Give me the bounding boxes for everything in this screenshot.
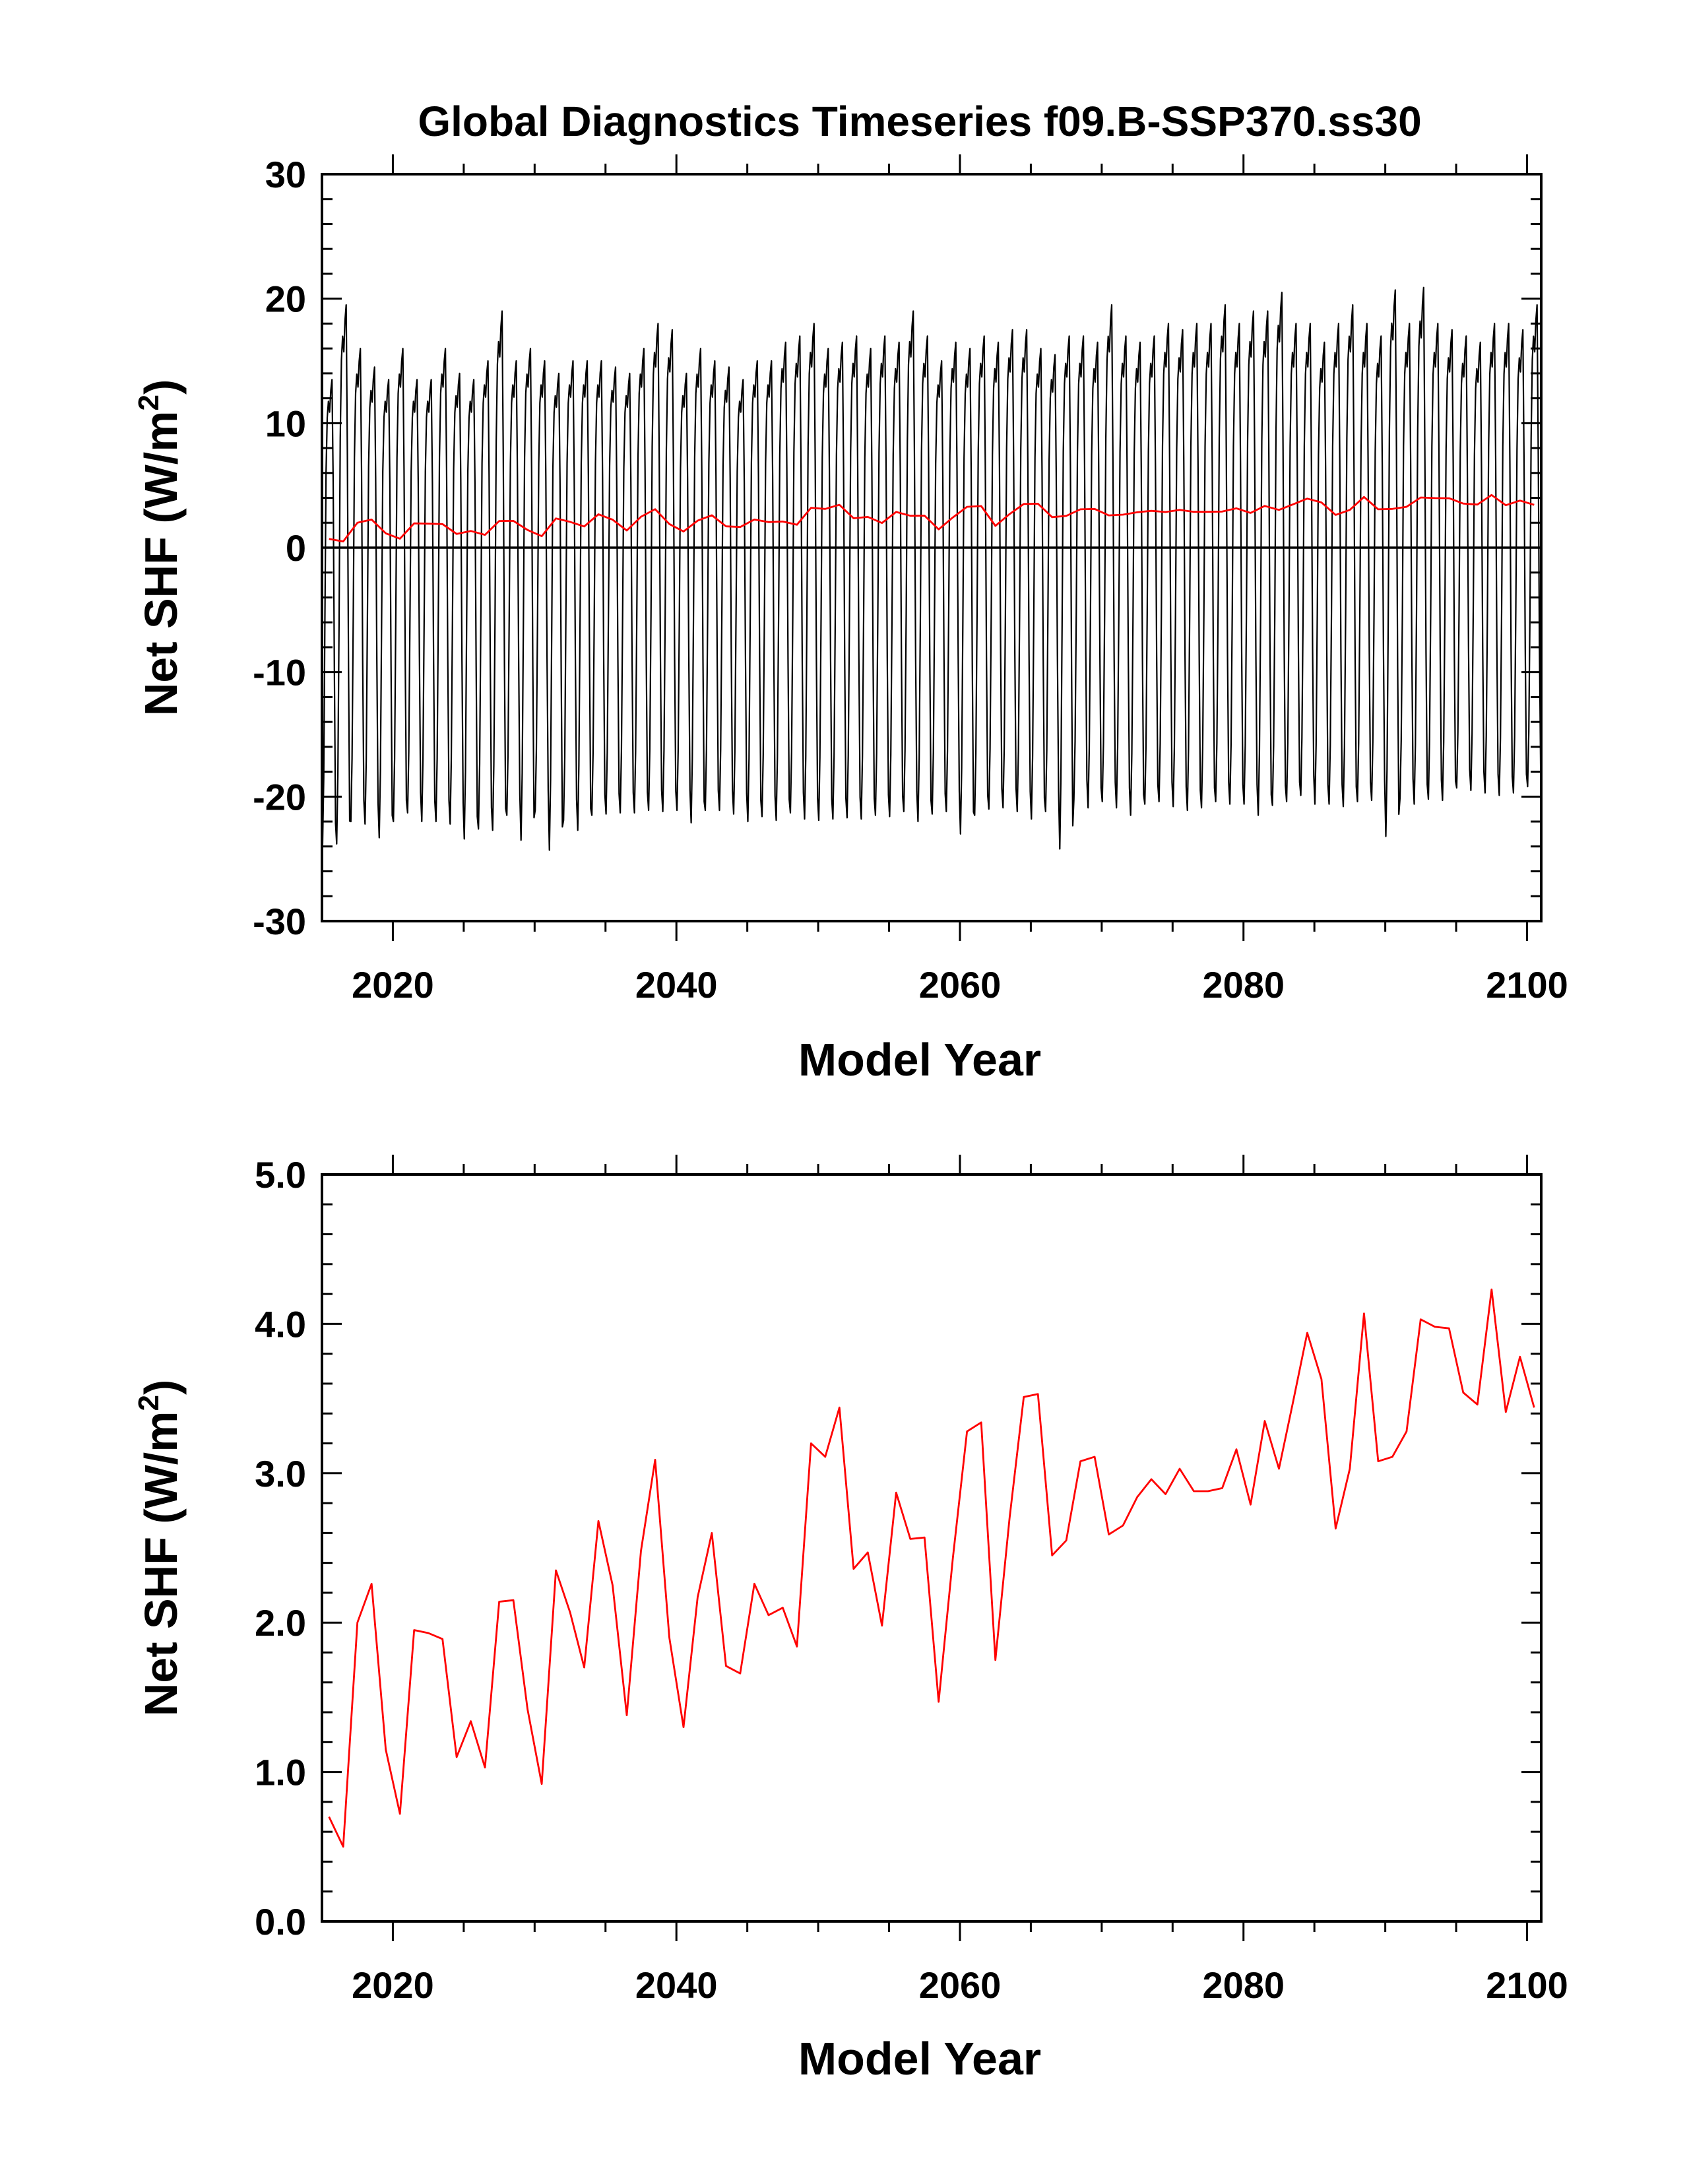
bottom-y-axis-label-close: ): [135, 1380, 187, 1395]
top-panel: -30 -20 -10 0 10 20 30 2020 2040 2060 2080 2100 Mo…: [133, 154, 1568, 1085]
y-tick-label: 0: [286, 527, 306, 569]
top-plot-frame: [321, 173, 1543, 922]
bottom-y-axis-label-main: Net SHF (W/m: [135, 1411, 187, 1717]
bottom-panel-series: [328, 1288, 1535, 1848]
y-tick-label: 0.0: [255, 1901, 306, 1943]
x-tick-label: 2040: [635, 1964, 718, 2006]
bottom-y-axis-label: Net SHF (W/m2): [133, 1380, 187, 1717]
x-tick-label: 2080: [1202, 1964, 1285, 2006]
y-tick-label: -30: [253, 901, 306, 942]
top-y-axis-label-close: ): [135, 379, 187, 395]
bottom-x-tick-labels: 2020 2040 2060 2080 2100: [352, 1964, 1568, 2006]
y-tick-label: 20: [265, 278, 306, 320]
y-tick-label: -10: [253, 652, 306, 693]
bottom-x-axis-label: Model Year: [798, 2033, 1041, 2084]
bottom-plot-frame: [321, 1173, 1543, 1923]
y-tick-label: 4.0: [255, 1303, 306, 1345]
y-tick-label: 30: [265, 154, 306, 195]
x-tick-label: 2020: [352, 1964, 434, 2006]
y-tick-label: -20: [253, 776, 306, 818]
monthly-series-line: [321, 286, 1542, 851]
x-tick-label: 2100: [1486, 1964, 1568, 2006]
x-tick-label: 2060: [919, 964, 1002, 1006]
top-y-axis-label: Net SHF (W/m2): [133, 379, 187, 717]
bottom-panel: 0.01.02.03.04.05.0 2020 2040 2060 2080 2100 …: [133, 1154, 1568, 2084]
x-tick-label: 2100: [1486, 964, 1568, 1006]
top-panel-series: [321, 286, 1542, 851]
chart-title: Global Diagnostics Timeseries f09.B-SSP3…: [418, 98, 1421, 145]
y-tick-label: 3.0: [255, 1453, 306, 1494]
x-tick-label: 2020: [352, 964, 434, 1006]
y-tick-label: 1.0: [255, 1752, 306, 1793]
top-x-tick-labels: 2020 2040 2060 2080 2100: [352, 964, 1568, 1006]
bottom-y-tick-labels: 0.0 1.0 2.0 3.0 4.0 5.0: [255, 1154, 306, 1943]
bottom-y-axis-label-superscript: 2: [133, 1395, 165, 1411]
bottom-panel-ticks: [322, 1155, 1541, 1941]
x-tick-label: 2040: [635, 964, 718, 1006]
annual-mean-series-line: [329, 494, 1535, 542]
y-tick-label: 2.0: [255, 1602, 306, 1644]
y-tick-label: 10: [265, 402, 306, 444]
annual-mean-series-line: [328, 1288, 1535, 1848]
top-y-axis-label-main: Net SHF (W/m: [135, 411, 187, 717]
top-y-tick-labels: -30 -20 -10 0 10 20 30: [253, 154, 306, 942]
top-x-axis-label: Model Year: [798, 1034, 1041, 1085]
x-tick-label: 2080: [1202, 964, 1285, 1006]
x-tick-label: 2060: [919, 1964, 1002, 2006]
y-tick-label: 5.0: [255, 1154, 306, 1196]
top-y-axis-label-superscript: 2: [133, 395, 165, 410]
